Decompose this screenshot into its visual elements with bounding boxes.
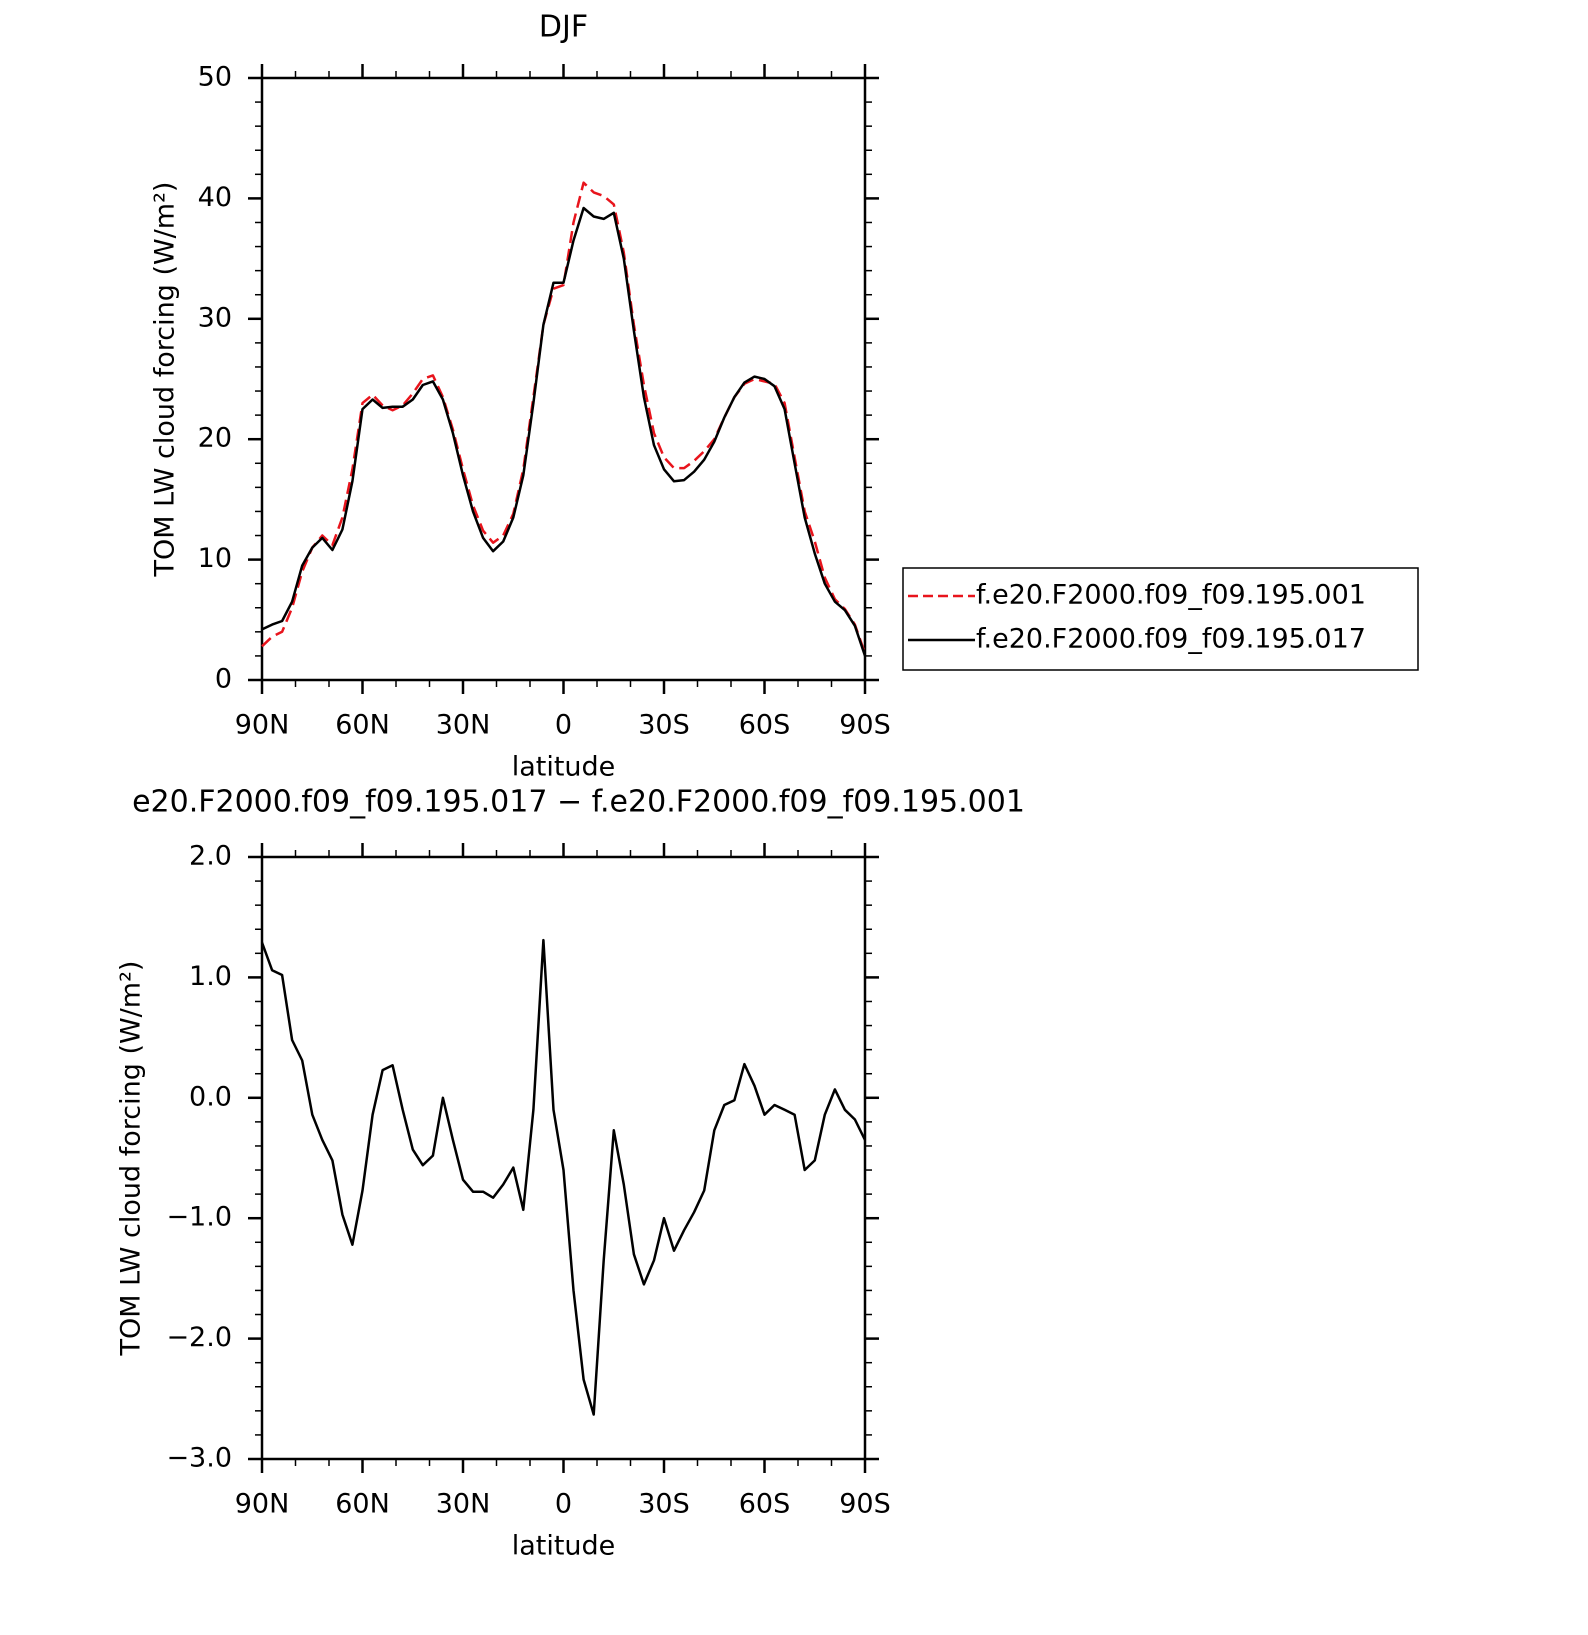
y-tick-label: 0 (215, 664, 232, 695)
y-tick-label: −2.0 (166, 1322, 232, 1353)
data-line (261, 181, 867, 654)
x-tick-label: 60N (335, 1489, 390, 1520)
plot-frame (260, 855, 867, 1461)
y-tick-label: 2.0 (189, 841, 232, 872)
legend-label: f.e20.F2000.f09_f09.195.017 (976, 624, 1366, 655)
x-axis-label: latitude (512, 1531, 616, 1562)
y-tick-label: 0.0 (189, 1081, 232, 1112)
legend-label: f.e20.F2000.f09_f09.195.001 (976, 580, 1366, 611)
x-tick-label: 0 (555, 710, 572, 741)
y-tick-label: 40 (198, 182, 232, 213)
chart-title: DJF (539, 10, 588, 45)
x-axis-label: latitude (512, 752, 616, 783)
y-axis-label: TOM LW cloud forcing (W/m²) (150, 182, 181, 578)
y-tick-label: −3.0 (166, 1443, 232, 1474)
x-tick-label: 60S (739, 1489, 791, 1520)
y-tick-label: 20 (198, 423, 232, 454)
x-tick-label: 0 (555, 1489, 572, 1520)
x-tick-label: 90S (839, 1489, 891, 1520)
data-line (261, 206, 867, 657)
chart-title: e20.F2000.f09_f09.195.017 − f.e20.F2000.… (132, 785, 1025, 820)
x-tick-label: 60N (335, 710, 390, 741)
plot-frame (260, 76, 867, 682)
x-tick-label: 30N (436, 1489, 491, 1520)
x-tick-label: 30S (638, 710, 690, 741)
y-axis-label: TOM LW cloud forcing (W/m²) (116, 961, 147, 1357)
x-tick-label: 90N (235, 710, 290, 741)
x-tick-label: 90S (839, 710, 891, 741)
x-tick-label: 30N (436, 710, 491, 741)
legend-box (902, 567, 1419, 671)
data-line (260, 938, 867, 1416)
y-tick-label: 50 (198, 62, 232, 93)
x-tick-label: 90N (235, 1489, 290, 1520)
y-tick-label: 30 (198, 302, 232, 333)
x-tick-label: 30S (638, 1489, 690, 1520)
y-tick-label: −1.0 (166, 1202, 232, 1233)
x-tick-label: 60S (739, 710, 791, 741)
y-tick-label: 10 (198, 543, 232, 574)
y-tick-label: 1.0 (189, 961, 232, 992)
